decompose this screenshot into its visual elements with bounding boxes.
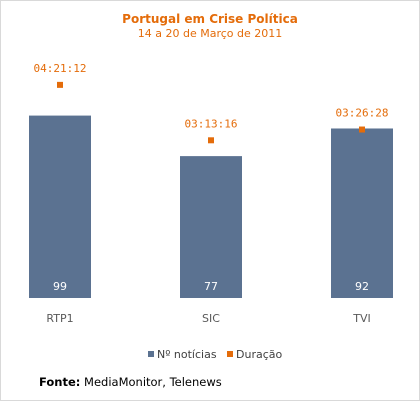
duration-marker-tvi [359,126,365,133]
legend: Nº notícias Duração [148,348,282,361]
source-label: Fonte: [39,375,81,389]
bar-value-label: 77 [204,280,218,293]
markers-layer [57,81,365,144]
bars-layer [29,115,393,298]
labels-layer: 99 RTP1 04:21:12 77 SIC 03:13:16 92 TVI 03:26:28 [34,62,389,325]
legend-label-noticias: Nº notícias [157,348,217,361]
category-label: RTP1 [46,312,73,325]
source-text: MediaMonitor, Telenews [84,375,222,389]
bar-value-label: 92 [355,280,369,293]
bar-rtp1 [29,115,91,298]
bar-tvi [331,128,393,298]
source-note: Fonte: MediaMonitor, Telenews [39,375,222,389]
chart-subtitle: 14 a 20 de Março de 2011 [138,27,283,40]
duration-label: 03:13:16 [185,117,238,130]
category-label: TVI [352,312,371,325]
legend-swatch-duracao [227,351,233,357]
category-label: SIC [202,312,220,325]
legend-swatch-noticias [148,351,154,357]
bar-value-label: 99 [53,280,67,293]
duration-marker-sic [208,137,214,144]
duration-label: 04:21:12 [34,62,87,75]
chart-title: Portugal em Crise Política [122,12,298,26]
duration-marker-rtp1 [57,81,63,88]
duration-label: 03:26:28 [336,107,389,120]
bar-sic [180,156,242,298]
legend-label-duracao: Duração [236,348,282,361]
